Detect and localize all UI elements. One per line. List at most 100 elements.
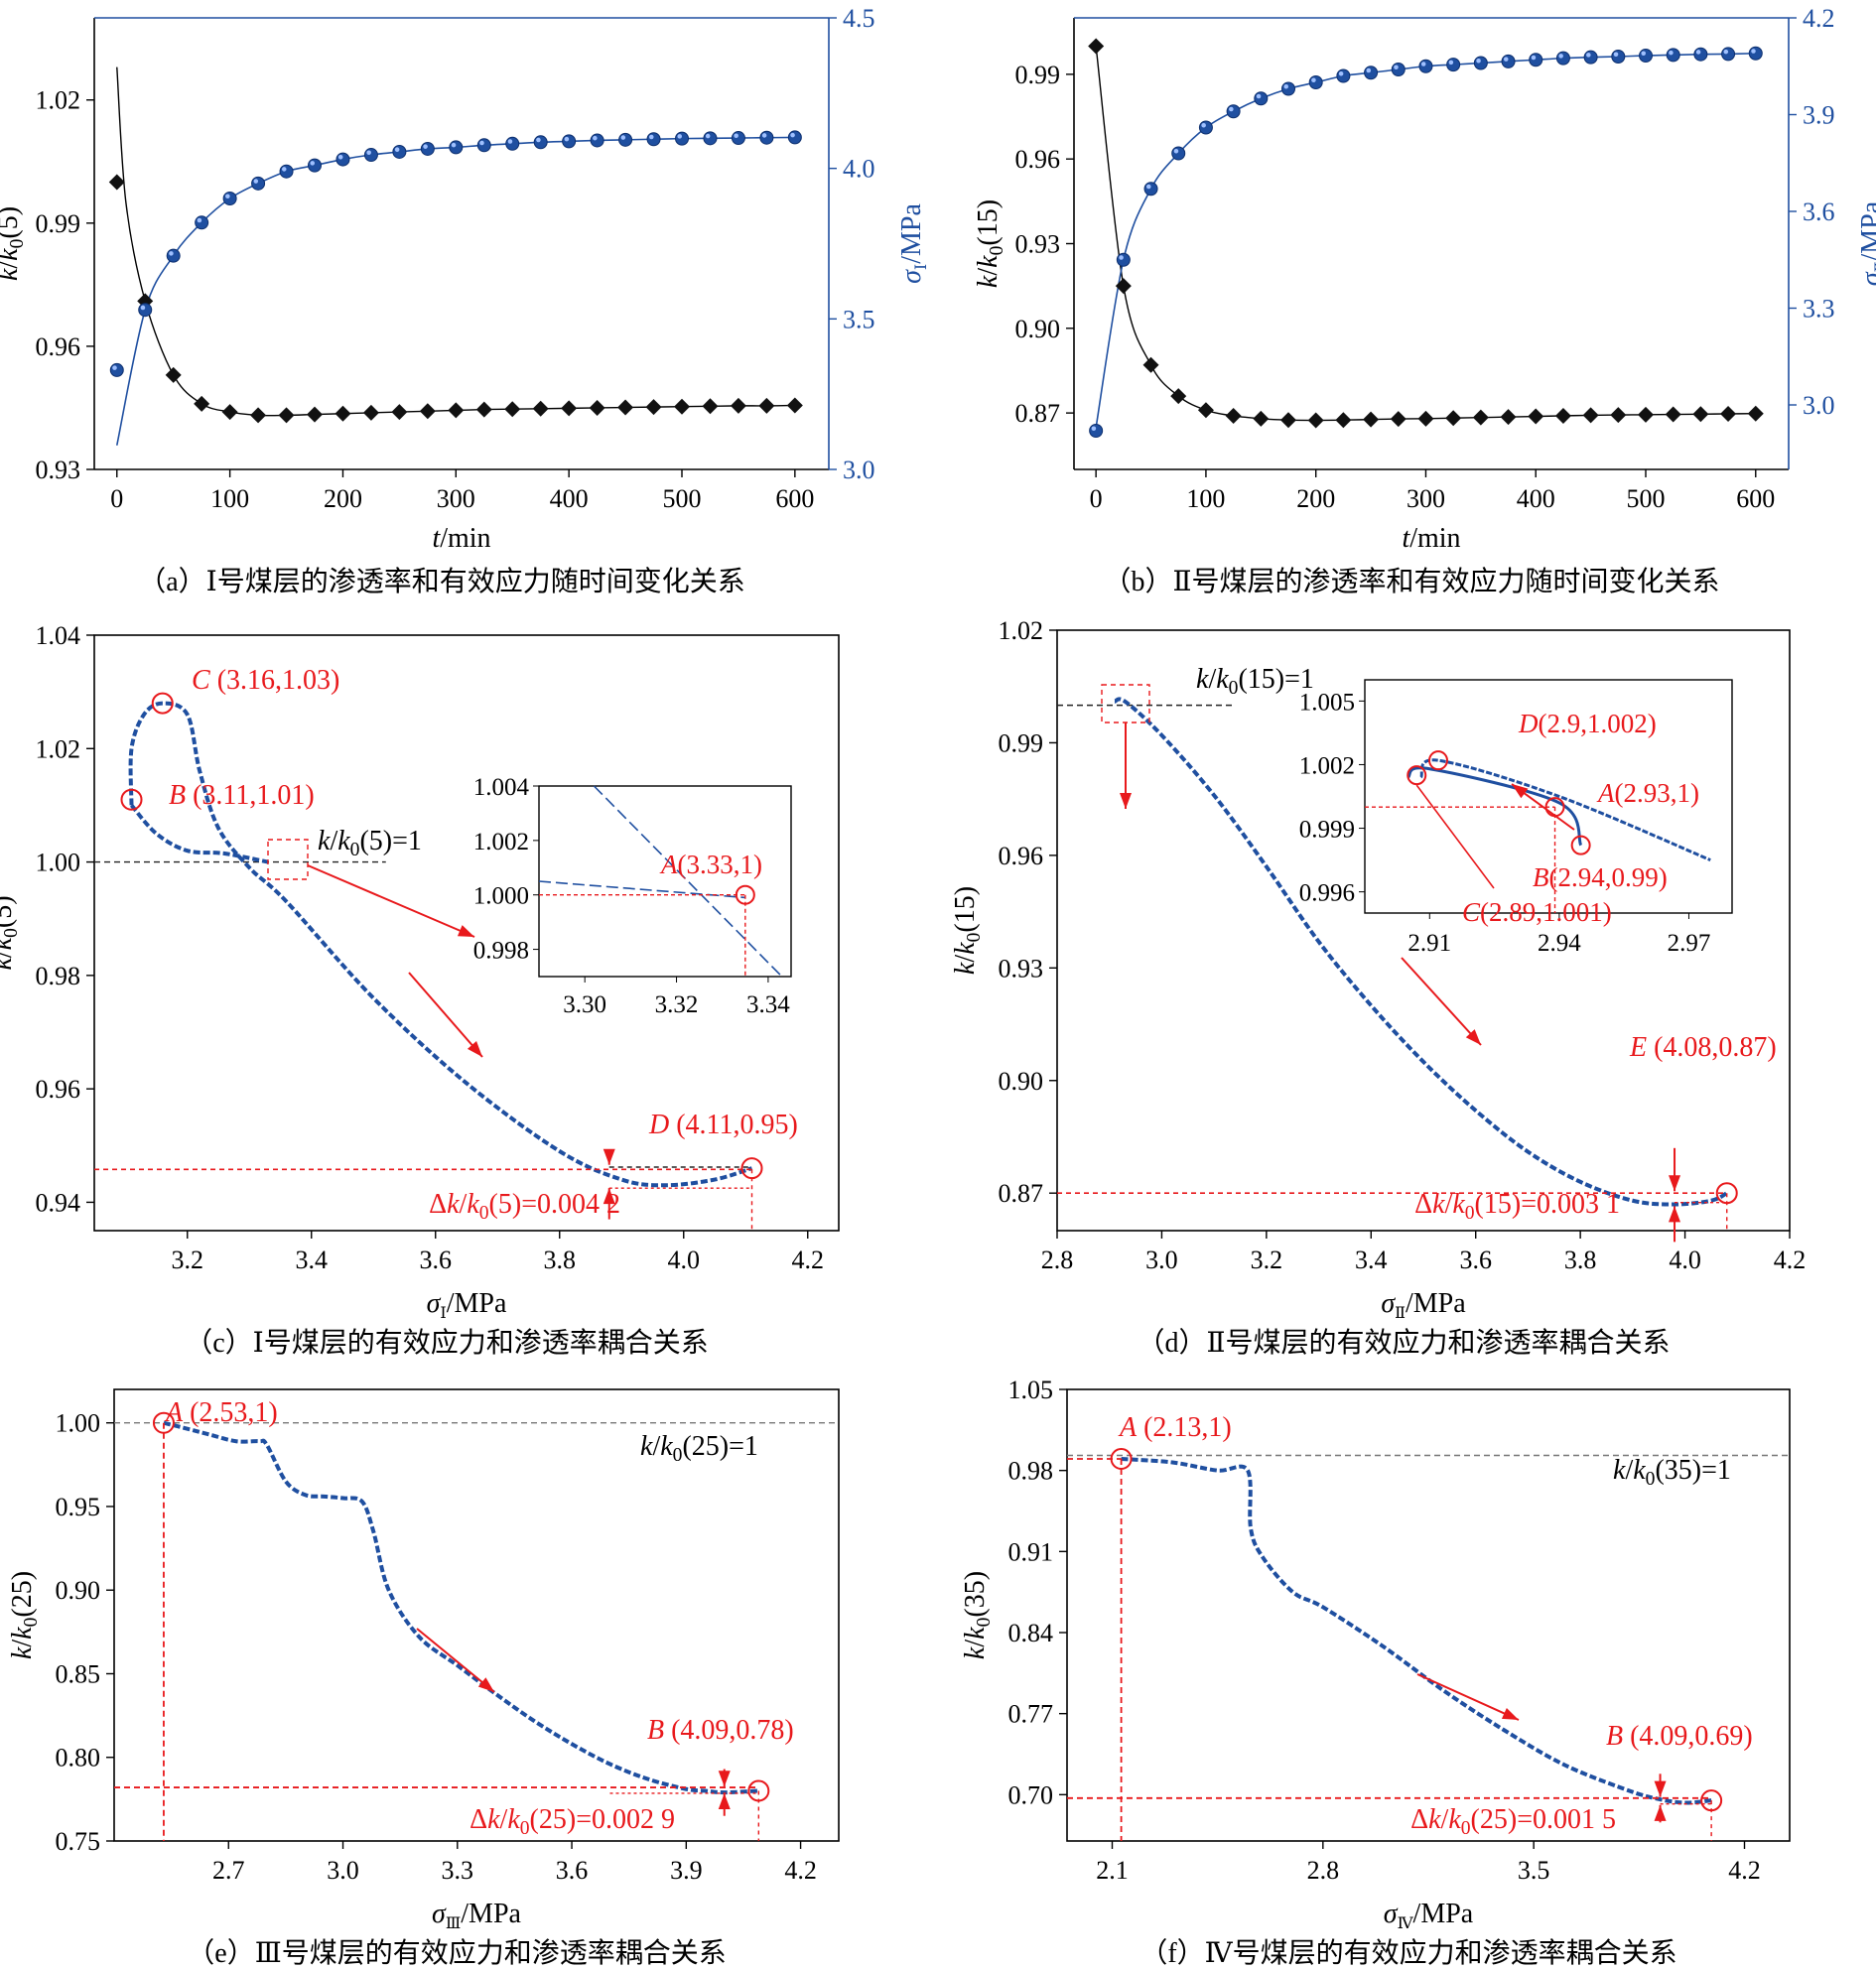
y-tick-label: 0.96: [1015, 145, 1061, 174]
inset-y-tick-label: 1.002: [473, 829, 529, 855]
data-point-circle: [675, 131, 689, 146]
y-axis-label: k/k0(5): [0, 206, 28, 281]
inset-x-tick-label: 3.30: [563, 991, 606, 1018]
trend-arrow-head: [1501, 1707, 1519, 1720]
data-point-circle: [1666, 48, 1680, 63]
x-tick-label: 3.4: [296, 1246, 329, 1274]
trend-arrow-head: [467, 1040, 482, 1057]
inset-y-tick-label: 1.005: [1299, 689, 1355, 716]
data-point-circle: [1391, 63, 1406, 76]
y-axis-label: k/k0(15): [973, 199, 1007, 288]
data-point-highlight: [564, 136, 570, 142]
data-point-highlight: [451, 142, 457, 148]
data-point-diamond: [1280, 412, 1296, 429]
k-fit-line: [1095, 46, 1756, 422]
y-tick-label: 0.94: [36, 1188, 81, 1217]
inset-y-tick-label: 0.999: [1299, 817, 1355, 844]
data-point-highlight: [1695, 50, 1701, 55]
y-tick-label: 0.90: [56, 1576, 101, 1605]
point-label-B: B (4.09,0.78): [647, 1715, 794, 1746]
x-tick-label: 100: [1186, 484, 1225, 513]
data-point-circle: [420, 141, 435, 156]
data-point-highlight: [1476, 58, 1481, 64]
data-point-highlight: [536, 137, 541, 143]
data-point-diamond: [250, 407, 267, 424]
y-tick-label: 1.04: [36, 621, 81, 650]
y-tick-label: 0.96: [36, 332, 81, 361]
data-point-circle: [1143, 182, 1158, 197]
data-point-circle: [279, 164, 294, 179]
data-point-diamond: [1554, 407, 1571, 424]
x-tick-label: 3.8: [1564, 1246, 1597, 1274]
point-label-A: A(2.93,1): [1596, 778, 1699, 808]
inset-point-marker: [1570, 835, 1591, 855]
caption: （c）Ⅰ号煤层的有效应力和渗透率耦合关系: [185, 1327, 709, 1359]
data-point-diamond: [1307, 412, 1324, 429]
data-point-diamond: [1115, 278, 1132, 295]
data-point-diamond: [645, 399, 662, 416]
caption: （d）Ⅱ号煤层的有效应力和渗透率耦合关系: [1137, 1327, 1670, 1359]
x-axis-label: t/min: [1402, 523, 1460, 554]
plot-frame: [93, 634, 840, 1232]
leader-line: [1415, 784, 1495, 889]
y2-tick-label: 4.5: [843, 4, 875, 33]
data-point-circle: [1308, 75, 1323, 89]
data-point-diamond: [1638, 406, 1654, 423]
data-point-diamond: [1253, 410, 1270, 427]
x-tick-label: 4.0: [1669, 1246, 1701, 1274]
data-point-highlight: [1338, 70, 1344, 76]
reference-line-label: k/k0(15)=1: [1196, 664, 1314, 699]
x-tick-label: 200: [324, 484, 362, 513]
data-point-circle: [731, 131, 745, 146]
data-point-highlight: [1723, 49, 1729, 55]
data-point-diamond: [730, 397, 746, 414]
data-point-highlight: [169, 251, 174, 256]
data-point-diamond: [1720, 405, 1737, 422]
inset-y-tick-label: 1.000: [473, 883, 529, 910]
data-point-circle: [251, 176, 266, 191]
data-point-highlight: [1751, 49, 1756, 54]
data-point-circle: [1748, 46, 1763, 61]
point-label-D: D(2.9,1.002): [1518, 709, 1657, 738]
data-point-circle: [1555, 51, 1570, 66]
delta-arrow-head: [603, 1148, 615, 1165]
trend-arrow: [1416, 1673, 1520, 1721]
inset-x-tick-label: 2.94: [1538, 930, 1581, 957]
data-line: [129, 804, 269, 864]
trend-arrow: [1401, 957, 1482, 1046]
x-tick-label: 4.2: [792, 1246, 825, 1274]
data-point-highlight: [310, 161, 315, 166]
inset-x-tick-label: 3.32: [655, 991, 699, 1018]
caption: （f）Ⅳ号煤层的有效应力和渗透率耦合关系: [1139, 1937, 1676, 1969]
x-tick-label: 3.5: [1518, 1856, 1550, 1885]
sigma-fit-line: [1095, 52, 1756, 428]
data-point-circle: [1364, 66, 1379, 80]
x-tick-label: 3.8: [544, 1246, 577, 1274]
data-point-circle: [1529, 53, 1543, 67]
data-point-diamond: [165, 366, 182, 383]
plot-frame: [1056, 629, 1791, 1232]
data-point-highlight: [761, 133, 767, 138]
x-tick-label: 3.6: [1459, 1246, 1492, 1274]
x-tick-label: 3.9: [670, 1856, 703, 1885]
data-point-circle: [1089, 424, 1104, 438]
x-tick-label: 0: [1090, 484, 1103, 513]
y-tick-label: 0.98: [1008, 1457, 1054, 1486]
caption: （a）Ⅰ号煤层的渗透率和有效应力随时间变化关系: [138, 566, 745, 597]
y-axis-label: k/k0(15): [950, 886, 985, 975]
chart-c: 3.2 3.4 3.6 3.8 4.0 4.2 0.94 0.96 0.98 1.00 1.02 1.…: [0, 621, 840, 1359]
y-tick-label: 0.93: [36, 456, 81, 484]
y-tick-label: 1.00: [36, 849, 81, 877]
data-point-highlight: [1394, 65, 1399, 69]
data-point-diamond: [1088, 38, 1105, 55]
data-point-circle: [109, 362, 124, 377]
data-point-circle: [646, 132, 661, 147]
data-point-circle: [363, 148, 378, 163]
y2-tick-label: 4.0: [843, 155, 875, 184]
y-tick-label: 1.02: [999, 616, 1044, 645]
inset-d: 2.91 2.94 2.97 0.996 0.999 1.002 1.005 D(2.9,1.…: [1299, 679, 1733, 957]
data-point-diamond: [1197, 402, 1214, 419]
plot-frame: [113, 1388, 840, 1842]
point-label-C: C(2.89,1.001): [1462, 897, 1612, 927]
x-tick-label: 600: [775, 484, 814, 513]
